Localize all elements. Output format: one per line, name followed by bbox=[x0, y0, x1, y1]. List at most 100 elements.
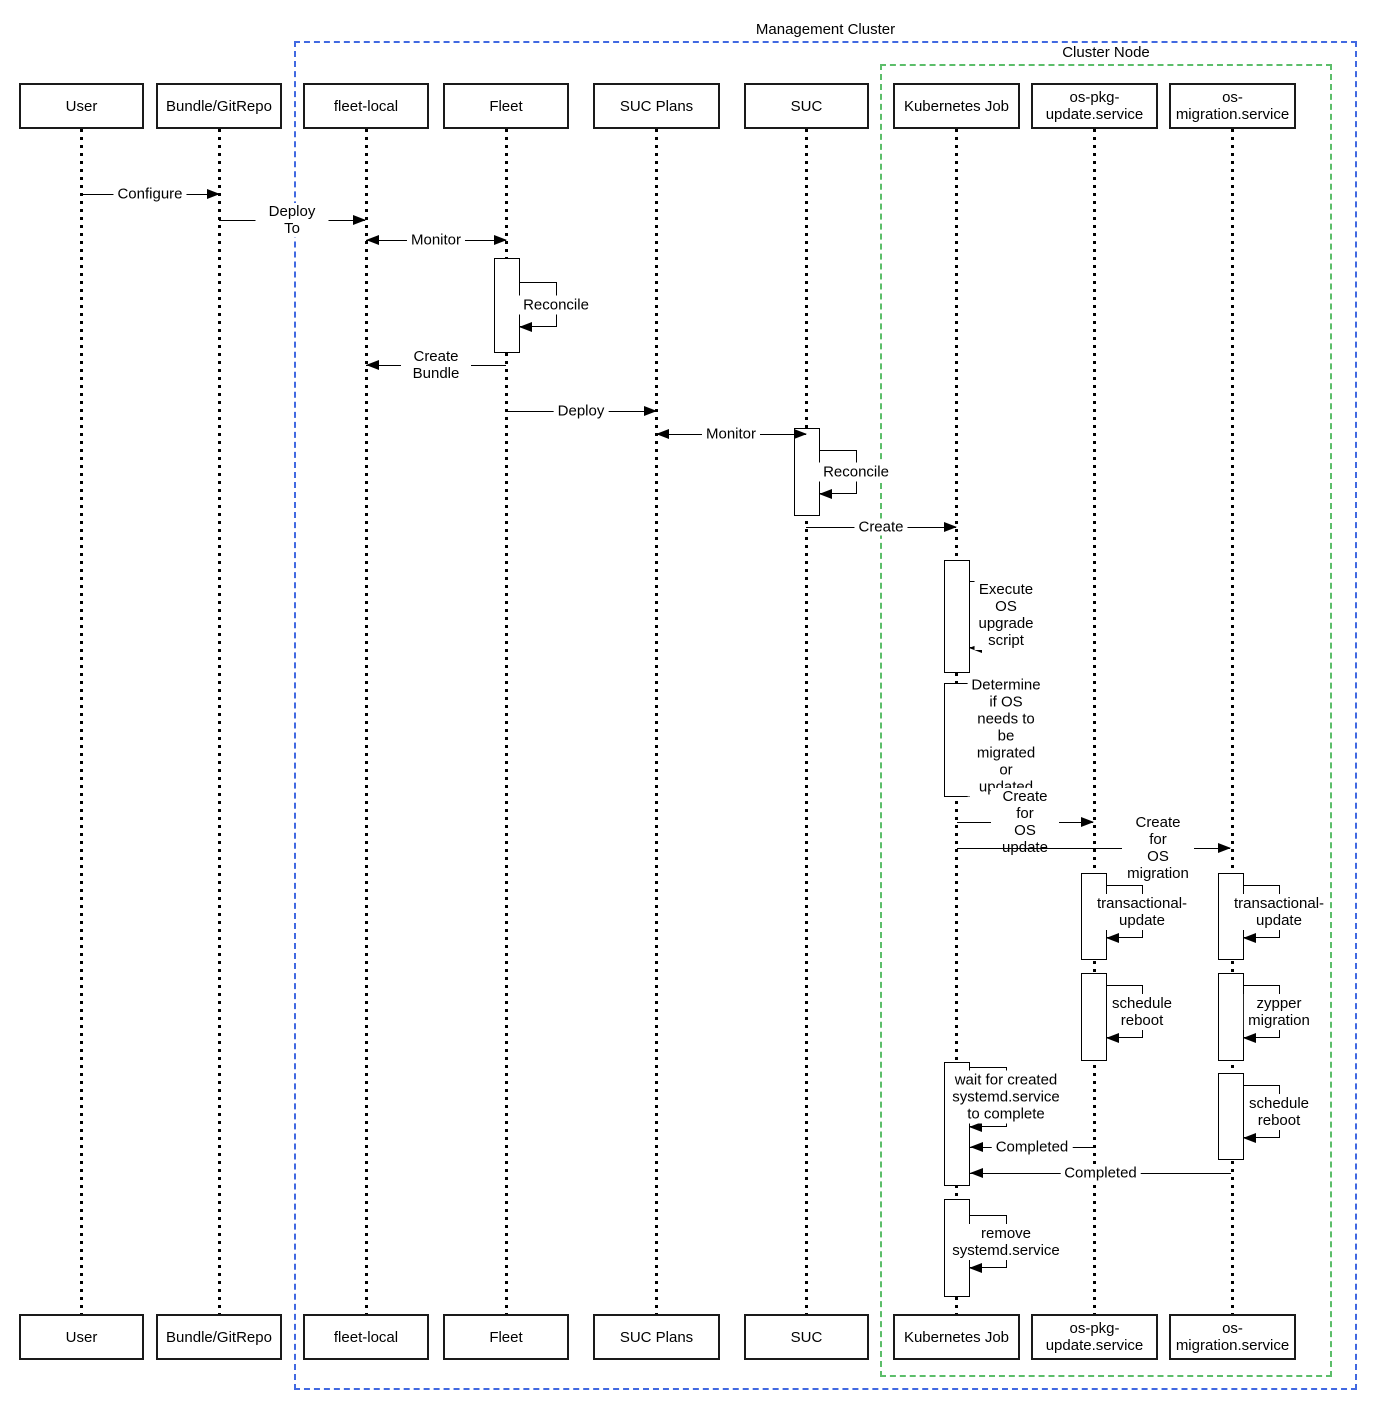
message-label: Completed bbox=[1060, 1164, 1141, 1182]
arrowhead bbox=[969, 1262, 982, 1273]
activation-fleet bbox=[494, 258, 520, 353]
participant-suc-plans-bottom: SUC Plans bbox=[593, 1314, 720, 1360]
self-message-execute-os-upgrade: Execute OS upgrade script bbox=[969, 579, 1038, 653]
arrowhead bbox=[365, 360, 379, 371]
message-label: Deploy To bbox=[255, 203, 329, 238]
self-message-wait-for-systemd: wait for created systemd.service to comp… bbox=[948, 1067, 1064, 1132]
arrowhead bbox=[969, 1168, 983, 1179]
arrowhead bbox=[1080, 817, 1094, 828]
arrowhead bbox=[969, 1142, 983, 1153]
lifeline-os-migration-service bbox=[1231, 129, 1234, 1314]
management-cluster-frame: Management Cluster bbox=[294, 21, 1357, 1390]
participant-kubernetes-job-top: Kubernetes Job bbox=[893, 83, 1020, 129]
message-completed-migration: Completed bbox=[969, 1164, 1231, 1182]
activation-os-migration-3 bbox=[1218, 1073, 1244, 1160]
message-create-for-os-migration: Create for OS migration bbox=[957, 814, 1231, 883]
lifeline-bundle-gitrepo bbox=[218, 129, 221, 1314]
participant-bundle-gitrepo-bottom: Bundle/GitRepo bbox=[156, 1314, 282, 1360]
participant-fleet-local-bottom: fleet-local bbox=[303, 1314, 429, 1360]
activation-os-pkg-2 bbox=[1081, 973, 1107, 1061]
message-label: remove systemd.service bbox=[948, 1223, 1064, 1260]
participant-os-pkg-update-service-top: os-pkg- update.service bbox=[1031, 83, 1158, 129]
arrowhead bbox=[943, 522, 957, 533]
self-message-transactional-update-migration: transactional-update bbox=[1229, 885, 1329, 943]
arrowhead bbox=[1106, 1032, 1119, 1043]
message-monitor-suc: Monitor bbox=[655, 425, 807, 443]
participant-kubernetes-job-bottom: Kubernetes Job bbox=[893, 1314, 1020, 1360]
self-message-schedule-reboot-migration: schedule reboot bbox=[1243, 1085, 1314, 1143]
message-label: Create for OS migration bbox=[1122, 814, 1194, 883]
participant-user-top: User bbox=[19, 83, 144, 129]
activation-suc bbox=[794, 428, 820, 516]
message-create-bundle: Create Bundle bbox=[365, 348, 506, 383]
lifeline-suc-plans bbox=[655, 129, 658, 1314]
self-message-determine-os: Determine if OS needs to be migrated or … bbox=[967, 675, 1045, 797]
message-label: schedule reboot bbox=[1244, 1093, 1314, 1130]
arrowhead bbox=[1243, 1032, 1256, 1043]
message-monitor-fleet: Monitor bbox=[365, 231, 507, 249]
participant-user-bottom: User bbox=[19, 1314, 144, 1360]
arrowhead bbox=[519, 321, 532, 332]
self-message-zypper-migration: zypper migration bbox=[1243, 985, 1314, 1043]
arrowhead bbox=[793, 429, 807, 440]
message-configure: Configure bbox=[81, 185, 220, 203]
message-create-for-os-update: Create for OS update bbox=[957, 788, 1094, 857]
arrowhead bbox=[1243, 932, 1256, 943]
arrowhead bbox=[655, 429, 669, 440]
participant-os-migration-service-top: os- migration.service bbox=[1169, 83, 1296, 129]
arrowhead bbox=[643, 406, 657, 417]
arrowhead bbox=[819, 488, 832, 499]
lifeline-fleet bbox=[505, 129, 508, 1314]
self-message-remove-systemd: remove systemd.service bbox=[948, 1215, 1064, 1273]
message-label: Determine if OS needs to be migrated or … bbox=[967, 675, 1045, 797]
management-cluster-label: Management Cluster bbox=[751, 21, 900, 38]
participant-fleet-local-top: fleet-local bbox=[303, 83, 429, 129]
participant-suc-plans-top: SUC Plans bbox=[593, 83, 720, 129]
lifeline-fleet-local bbox=[365, 129, 368, 1314]
self-message-reconcile-fleet: Reconcile bbox=[519, 282, 593, 332]
message-label: Configure bbox=[113, 185, 187, 203]
message-label: Monitor bbox=[406, 231, 466, 249]
message-label: Execute OS upgrade script bbox=[974, 579, 1038, 650]
message-label: Deploy bbox=[553, 402, 609, 420]
lifeline-user bbox=[80, 129, 83, 1314]
arrowhead bbox=[206, 189, 220, 200]
arrowhead bbox=[969, 1121, 982, 1132]
arrowhead bbox=[365, 235, 379, 246]
message-deploy-to: Deploy To bbox=[219, 203, 366, 238]
arrowhead bbox=[493, 235, 507, 246]
message-label: transactional-update bbox=[1229, 893, 1329, 930]
participant-os-pkg-update-service-bottom: os-pkg- update.service bbox=[1031, 1314, 1158, 1360]
message-create: Create bbox=[806, 518, 957, 536]
message-label: Create bbox=[854, 518, 908, 536]
lifeline-suc bbox=[805, 129, 808, 1314]
arrowhead bbox=[1243, 1132, 1256, 1143]
message-completed-pkg: Completed bbox=[969, 1138, 1094, 1156]
participant-suc-top: SUC bbox=[744, 83, 869, 129]
self-message-schedule-reboot-pkg: schedule reboot bbox=[1106, 985, 1177, 1043]
message-label: zypper migration bbox=[1244, 993, 1314, 1030]
message-label: transactional-update bbox=[1092, 893, 1192, 930]
self-message-transactional-update-pkg: transactional-update bbox=[1092, 885, 1192, 943]
cluster-node-frame: Cluster Node bbox=[880, 44, 1332, 1377]
participant-fleet-bottom: Fleet bbox=[443, 1314, 569, 1360]
message-label: Monitor bbox=[701, 425, 761, 443]
cluster-node-label: Cluster Node bbox=[1058, 44, 1154, 61]
message-label: schedule reboot bbox=[1107, 993, 1177, 1030]
participant-bundle-gitrepo-top: Bundle/GitRepo bbox=[156, 83, 282, 129]
participant-fleet-top: Fleet bbox=[443, 83, 569, 129]
self-message-reconcile-suc: Reconcile bbox=[819, 450, 893, 499]
participant-suc-bottom: SUC bbox=[744, 1314, 869, 1360]
message-label: wait for created systemd.service to comp… bbox=[948, 1070, 1064, 1124]
activation-os-migration-2 bbox=[1218, 973, 1244, 1061]
arrowhead bbox=[1217, 843, 1231, 854]
arrowhead bbox=[1106, 932, 1119, 943]
activation-kubernetes-job-2 bbox=[944, 683, 970, 797]
message-deploy: Deploy bbox=[506, 402, 657, 420]
message-label: Reconcile bbox=[819, 462, 893, 482]
arrowhead bbox=[352, 215, 366, 226]
message-label: Create Bundle bbox=[401, 348, 471, 383]
lifeline-os-pkg-update-service bbox=[1093, 129, 1096, 1314]
message-label: Completed bbox=[991, 1138, 1073, 1156]
